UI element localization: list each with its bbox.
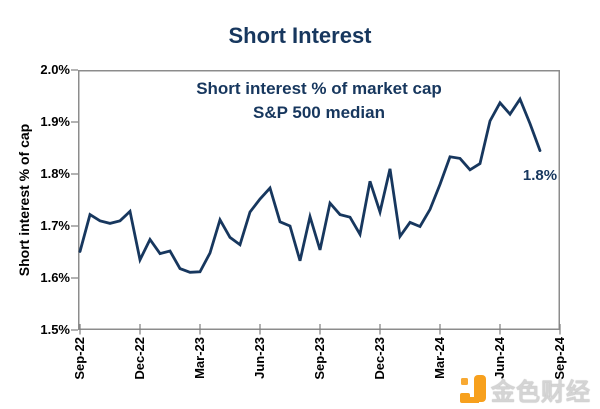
watermark-text: 金色财经 xyxy=(491,379,591,406)
y-tick-label: 1.5% xyxy=(40,322,70,337)
x-tick-label: Mar-24 xyxy=(432,337,447,379)
y-tick-label: 2.0% xyxy=(40,62,70,77)
x-tick-label: Sep-22 xyxy=(72,337,87,380)
y-tick-label: 1.8% xyxy=(40,166,70,181)
axis-tick-marks xyxy=(71,69,561,335)
chart-title: Short Interest xyxy=(228,23,372,48)
plot-area: Short interest % of market cap S&P 500 m… xyxy=(71,69,561,335)
short-interest-line xyxy=(78,96,542,274)
x-tick-label: Sep-23 xyxy=(312,337,327,380)
end-value-label: 1.8% xyxy=(522,167,558,184)
y-axis-title: Short interest % of cap xyxy=(16,123,32,277)
x-tick-label: Mar-23 xyxy=(192,337,207,379)
jinse-logo-icon xyxy=(460,375,486,403)
x-tick-label: Dec-22 xyxy=(132,337,147,380)
watermark: 金色财经 xyxy=(460,372,591,407)
plot-border xyxy=(78,70,560,330)
line-chart-svg xyxy=(71,69,561,335)
x-tick-label: Dec-23 xyxy=(372,337,387,380)
x-tick-label: Jun-23 xyxy=(252,337,267,379)
y-tick-label: 1.7% xyxy=(40,218,70,233)
y-tick-label: 1.9% xyxy=(40,114,70,129)
y-tick-label: 1.6% xyxy=(40,270,70,285)
